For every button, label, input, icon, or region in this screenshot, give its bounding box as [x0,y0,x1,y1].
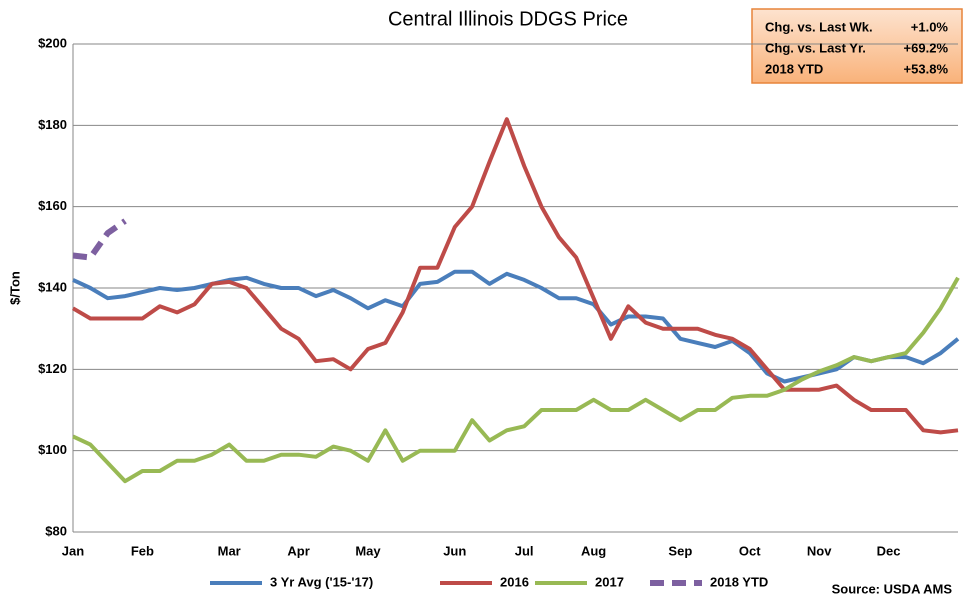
x-tick-label: Nov [807,543,832,558]
x-tick-label: Feb [131,543,154,558]
y-tick-label: $200 [38,35,67,50]
x-tick-label: Apr [287,543,309,558]
info-label: Chg. vs. Last Yr. [765,40,866,55]
info-box [751,8,963,84]
series-line [71,117,959,435]
y-tick-label: $180 [38,117,67,132]
y-tick-label: $100 [38,442,67,457]
legend-label: 2018 YTD [710,574,768,589]
info-value: +1.0% [911,19,949,34]
y-axis-label: $/Ton [7,271,22,305]
x-tick-label: May [355,543,381,558]
x-tick-label: Jan [62,543,84,558]
chart-title: Central Illinois DDGS Price [388,8,628,30]
y-tick-label: $80 [45,523,67,538]
x-tick-label: Aug [581,543,606,558]
y-tick-label: $160 [38,198,67,213]
legend-label: 2016 [500,574,529,589]
info-value: +53.8% [904,61,949,76]
x-tick-label: Sep [668,543,692,558]
legend-label: 3 Yr Avg ('15-'17) [270,574,373,589]
x-tick-label: Jun [443,543,466,558]
x-tick-label: Dec [877,543,901,558]
info-value: +69.2% [904,40,949,55]
y-tick-label: $120 [38,361,67,376]
x-tick-label: Mar [218,543,241,558]
series-line [72,218,127,261]
series-line [72,276,960,484]
x-tick-label: Jul [515,543,534,558]
info-label: 2018 YTD [765,61,823,76]
info-label: Chg. vs. Last Wk. [765,19,873,34]
legend-label: 2017 [595,574,624,589]
x-tick-label: Oct [739,543,761,558]
source: Source: USDA AMS [832,581,953,596]
y-tick-label: $140 [38,279,67,294]
